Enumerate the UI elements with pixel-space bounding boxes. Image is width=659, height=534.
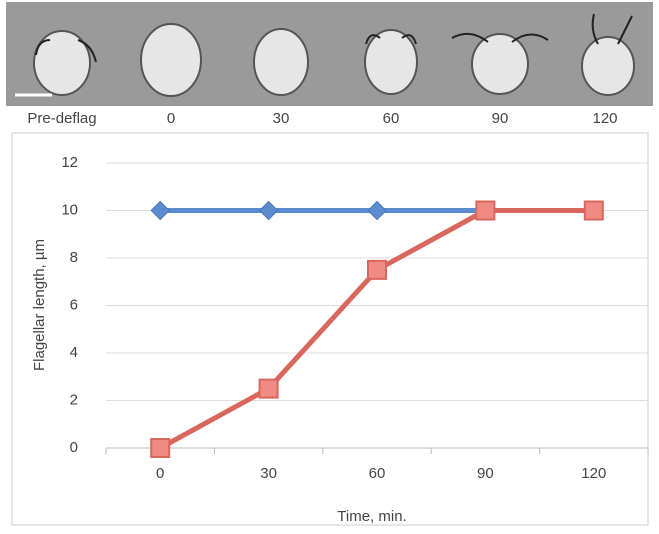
y-tick-label: 6 [70,296,78,313]
x-tick-label: 90 [477,465,494,482]
panel-label: 120 [592,110,617,127]
marker [368,261,386,279]
marker [368,202,386,220]
series-line [160,211,594,449]
y-tick-label: 4 [70,344,78,361]
y-axis-label: Flagellar length, µm [31,239,48,371]
strip-labels: Pre-deflag 0 30 60 90 120 [27,110,617,127]
cell [141,24,201,96]
y-tick-label: 8 [70,249,78,266]
marker [151,439,169,457]
marker [585,202,603,220]
y-tick-label: 12 [61,154,78,171]
micrograph-strip [6,2,653,106]
marker [260,202,278,220]
panel-label: 90 [492,110,509,127]
x-tick-label: 60 [369,465,386,482]
x-tick-label: 0 [156,465,164,482]
cell [254,29,308,95]
cell [472,34,528,94]
x-tick-label: 30 [260,465,277,482]
panel-label: 30 [273,110,290,127]
panel-label: Pre-deflag [27,110,96,127]
marker [260,380,278,398]
marker [476,202,494,220]
panel-label: 0 [167,110,175,127]
cell [365,30,417,94]
cell [582,37,634,95]
y-tick-label: 10 [61,201,78,218]
y-tick-label: 0 [70,439,78,456]
x-tick-label: 120 [581,465,606,482]
panel-label: 60 [383,110,400,127]
figure: Pre-deflag0306090120 Flagellar length, µ… [0,0,659,529]
strip-background [6,2,653,106]
y-tick-label: 2 [70,391,78,408]
marker [151,202,169,220]
x-axis-label: Time, min. [337,508,406,525]
chart-frame [12,133,648,525]
